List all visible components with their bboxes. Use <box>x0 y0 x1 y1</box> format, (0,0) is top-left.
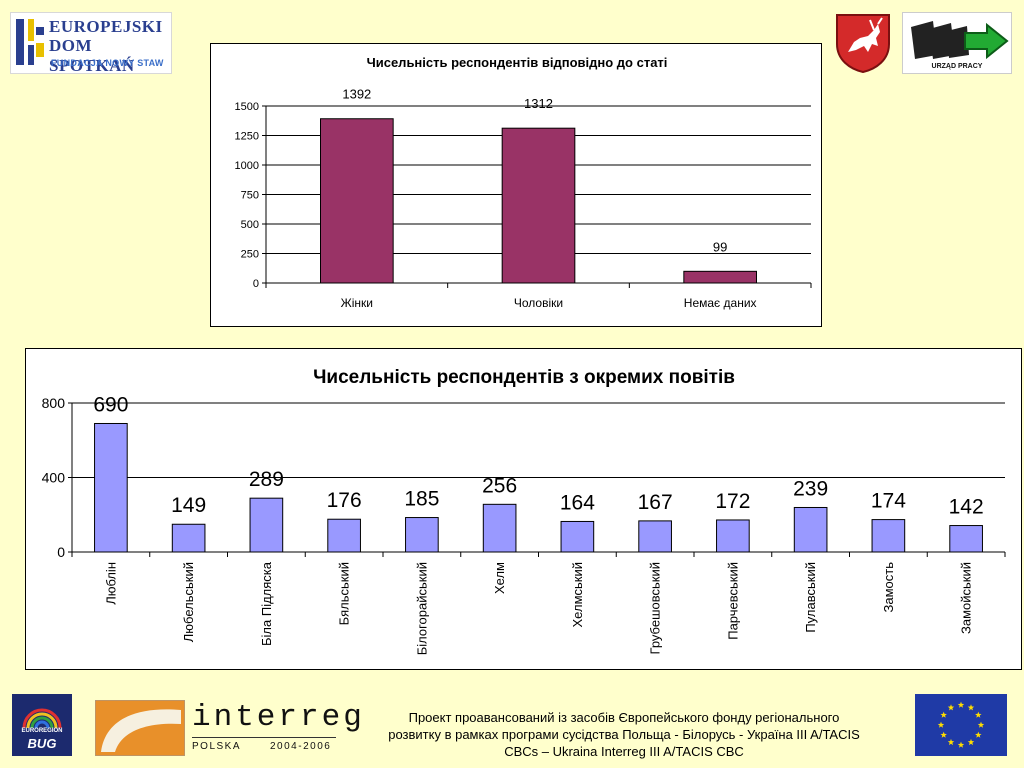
gender-chart: Чисельність респондентів відповідно до с… <box>210 43 822 327</box>
y-tick-label: 1500 <box>235 101 259 113</box>
category-label: Замость <box>881 562 896 613</box>
eu-star-icon <box>937 721 945 728</box>
y-tick-label: 0 <box>253 278 259 290</box>
y-tick-label: 250 <box>241 248 259 260</box>
bar <box>171 523 206 553</box>
data-label: 172 <box>715 490 750 513</box>
chart-title: Чисельність респондентів з окремих повіт… <box>313 367 735 388</box>
euroregion-rainbow-icon <box>22 708 62 729</box>
interreg-country: POLSKA <box>192 741 242 752</box>
footer-text-line-3: CBCs – Ukraina Interreg III A/TACIS CBC <box>504 744 744 759</box>
y-tick-label: 1250 <box>235 130 259 142</box>
footer-text-line-2: розвитку в рамках програми сусідства Пол… <box>388 727 860 742</box>
category-label: Біла Підляска <box>259 561 274 646</box>
bar <box>683 270 758 284</box>
category-label: Немає даних <box>684 296 757 310</box>
logo-line-1: EUROPEJSKI <box>49 17 163 36</box>
bar <box>560 520 595 553</box>
y-tick-label: 750 <box>241 189 259 201</box>
category-label: Пулавський <box>803 562 818 633</box>
bar <box>482 503 517 553</box>
logo-line-2: DOM SPOTKAŃ <box>49 36 135 75</box>
y-tick-label: 400 <box>42 469 66 485</box>
bar <box>871 519 906 553</box>
urzad-arrow-icon <box>911 21 1009 60</box>
eu-star-icon <box>975 711 982 718</box>
euroregion-bug-label: BUG <box>27 736 57 751</box>
category-label: Любельський <box>181 562 196 642</box>
europejski-dom-spotkan-logo: EUROPEJSKI DOM SPOTKAŃ FUNDACJA NOWY STA… <box>10 12 172 75</box>
districts-chart: Чисельність респондентів з окремих повіт… <box>25 348 1022 670</box>
category-label: Грубешовський <box>648 562 663 654</box>
urzad-pracy-caption: URZĄD PRACY <box>931 63 983 70</box>
category-label: Замойський <box>959 562 974 634</box>
bar <box>716 519 750 553</box>
bar <box>249 497 284 553</box>
data-label: 174 <box>871 490 906 513</box>
chart-title: Чисельність респондентів відповідно до с… <box>367 55 668 70</box>
category-label: Білогорайський <box>414 562 429 655</box>
data-label: 99 <box>713 239 727 254</box>
bar <box>94 422 128 553</box>
logo-line-3: FUNDACJA NOWY STAW <box>51 58 164 68</box>
bar <box>793 506 828 553</box>
eu-star-icon <box>957 701 965 708</box>
eu-star-icon <box>967 704 975 711</box>
y-tick-label: 0 <box>57 544 65 560</box>
data-label: 1392 <box>342 87 371 102</box>
interreg-divider <box>192 737 336 738</box>
category-label: Люблін <box>103 562 118 605</box>
data-label: 142 <box>949 496 984 519</box>
interreg-years: 2004-2006 <box>270 741 332 752</box>
bar <box>638 520 672 553</box>
interreg-wordmark: interreg <box>192 700 365 735</box>
data-label: 149 <box>171 494 206 517</box>
data-label: 239 <box>793 477 828 500</box>
gender-chart-svg: Чисельність респондентів відповідно до с… <box>235 55 812 310</box>
interreg-graphic-icon <box>95 700 185 756</box>
eu-star-icon <box>977 721 985 728</box>
y-tick-label: 500 <box>241 219 259 231</box>
data-label: 289 <box>249 468 284 491</box>
bar <box>320 118 394 284</box>
eu-star-icon <box>940 711 947 718</box>
data-label: 164 <box>560 491 595 514</box>
footer-text-line-1: Проект проавансований із засобів Європей… <box>408 710 840 725</box>
category-label: Жінки <box>341 296 373 310</box>
eu-star-icon <box>957 741 965 748</box>
data-label: 256 <box>482 474 517 497</box>
category-label: Хелм <box>492 562 507 594</box>
category-label: Хелмський <box>570 562 585 627</box>
bar <box>949 525 983 553</box>
eu-star-icon <box>947 704 955 711</box>
data-label: 690 <box>93 393 128 416</box>
bar <box>501 127 576 284</box>
eu-star-icon <box>940 731 947 738</box>
eu-star-icon <box>947 738 955 746</box>
category-label: Чоловіки <box>514 296 563 310</box>
data-label: 167 <box>638 491 673 514</box>
y-tick-label: 1000 <box>235 160 259 172</box>
category-label: Бяльський <box>337 562 352 625</box>
urzad-pracy-logo: URZĄD PRACY <box>902 12 1012 74</box>
euroregion-label: EUROREGION <box>21 728 63 734</box>
eu-star-icon <box>967 738 975 746</box>
footer-funding-text: Проект проавансований із засобів Європей… <box>360 709 888 760</box>
eu-flag-icon <box>915 694 1007 756</box>
districts-chart-svg: Чисельність респондентів з окремих повіт… <box>42 367 1006 655</box>
bar <box>405 517 439 553</box>
y-tick-label: 800 <box>42 395 66 411</box>
category-label: Парчевський <box>725 562 740 640</box>
eds-emblem-icon <box>16 19 44 65</box>
data-label: 185 <box>404 488 439 511</box>
eu-star-icon <box>975 731 982 738</box>
bar <box>327 518 361 553</box>
data-label: 176 <box>327 489 362 512</box>
coat-of-arms-icon <box>836 14 890 74</box>
data-label: 1312 <box>524 96 553 111</box>
euroregion-bug-logo: EUROREGION BUG <box>12 694 72 756</box>
